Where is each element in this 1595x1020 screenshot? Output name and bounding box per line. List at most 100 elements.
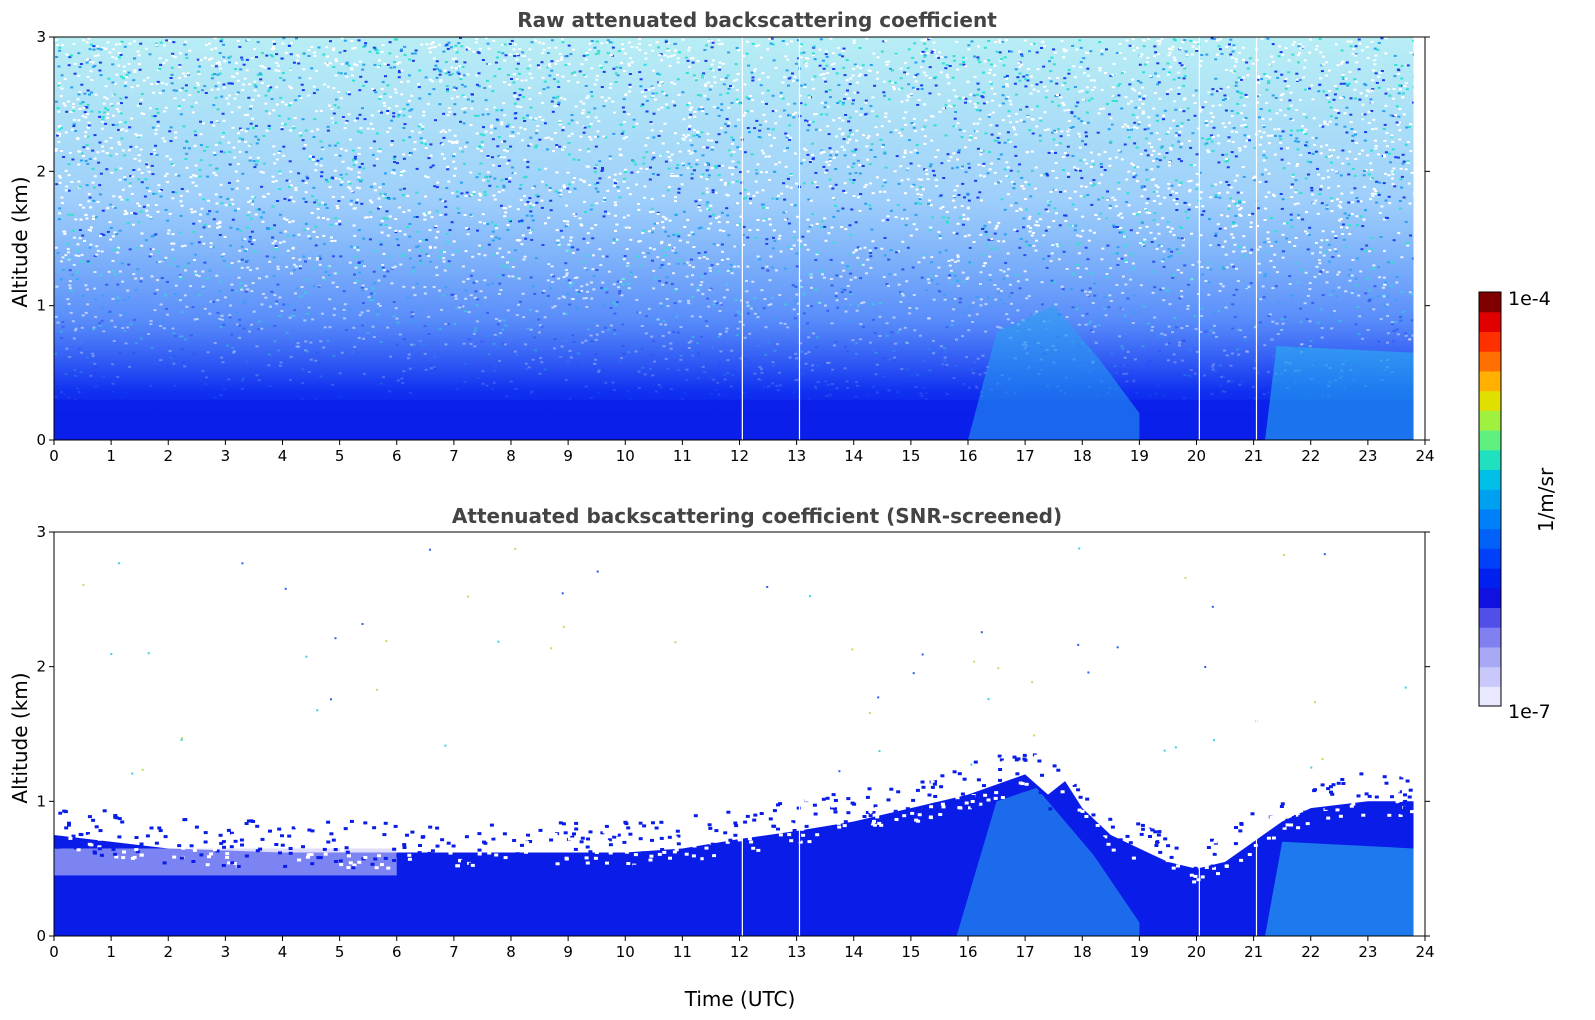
noise-cell [1001, 303, 1005, 305]
noise-cell [618, 292, 621, 295]
noise-cell [216, 299, 220, 302]
noise-cell [751, 76, 755, 79]
noise-cell [762, 219, 766, 222]
noise-cell [579, 135, 583, 138]
noise-cell [360, 311, 364, 314]
noise-cell [1397, 69, 1401, 72]
noise-cell [682, 164, 685, 167]
noise-cell [923, 55, 927, 58]
noise-cell [843, 182, 847, 185]
noise-cell [661, 249, 665, 252]
noise-cell [149, 253, 153, 256]
noise-cell [743, 336, 747, 339]
noise-cell [1026, 115, 1030, 118]
noise-cell [1107, 113, 1111, 116]
noise-cell [80, 152, 84, 155]
noise-cell [771, 361, 775, 364]
noise-cell [606, 52, 610, 55]
noise-cell [93, 298, 97, 301]
noise-cell [372, 140, 376, 143]
noise-cell [453, 322, 457, 325]
noise-cell [463, 61, 467, 64]
noise-cell [386, 84, 390, 87]
noise-cell [846, 141, 850, 144]
noise-cell [184, 53, 188, 56]
noise-cell [627, 41, 631, 44]
noise-cell [561, 148, 565, 151]
noise-cell [1402, 160, 1406, 163]
noise-cell [1308, 87, 1311, 90]
noise-cell [1361, 225, 1365, 228]
noise-cell [326, 180, 330, 183]
noise-cell [703, 371, 707, 374]
noise-cell [1256, 225, 1260, 227]
noise-cell [235, 72, 239, 75]
noise-cell [442, 260, 446, 263]
noise-cell [1269, 259, 1273, 262]
noise-cell [866, 137, 870, 139]
noise-cell [826, 320, 830, 323]
noise-cell [1395, 275, 1399, 278]
noise-cell [642, 162, 646, 165]
noise-cell [1063, 50, 1067, 53]
noise-cell [165, 313, 169, 316]
noise-cell [78, 203, 82, 206]
noise-cell [326, 125, 330, 128]
noise-cell [77, 93, 81, 96]
noise-cell [1067, 176, 1071, 178]
noise-cell [740, 181, 744, 184]
noise-cell [926, 52, 929, 55]
noise-cell [1351, 201, 1354, 204]
noise-cell [319, 140, 323, 143]
noise-cell [88, 157, 92, 160]
noise-cell [827, 133, 831, 136]
noise-cell [937, 231, 941, 234]
noise-cell [514, 276, 518, 279]
noise-cell [1361, 103, 1365, 106]
noise-cell [800, 245, 804, 248]
noise-cell [665, 298, 669, 300]
noise-cell [575, 308, 579, 311]
noise-cell [334, 74, 338, 77]
noise-cell [166, 232, 170, 235]
noise-cell [204, 378, 207, 381]
noise-cell [1139, 153, 1143, 156]
noise-cell [859, 323, 863, 326]
noise-cell [790, 203, 794, 206]
noise-cell [1233, 70, 1237, 73]
noise-cell [523, 255, 527, 258]
noise-cell [1378, 181, 1381, 184]
noise-cell [531, 187, 535, 190]
noise-cell [922, 188, 925, 191]
noise-cell [803, 86, 807, 88]
noise-cell [527, 58, 531, 61]
noise-cell [1271, 60, 1275, 63]
noise-cell [501, 264, 505, 267]
noise-cell [129, 175, 133, 177]
noise-cell [995, 247, 999, 250]
noise-cell [800, 350, 804, 353]
noise-cell [678, 150, 682, 153]
noise-cell [882, 91, 886, 94]
noise-cell [841, 207, 845, 210]
noise-cell [735, 224, 739, 227]
noise-cell [771, 382, 775, 385]
noise-cell [420, 43, 424, 46]
noise-cell [129, 323, 133, 326]
noise-cell [240, 58, 244, 61]
noise-cell [1211, 116, 1215, 118]
noise-cell [1010, 292, 1014, 295]
noise-cell [832, 156, 836, 159]
noise-cell [278, 315, 282, 317]
noise-cell [742, 197, 746, 200]
noise-cell [105, 97, 109, 100]
noise-cell [1204, 39, 1208, 42]
noise-cell [370, 114, 374, 117]
noise-cell [1322, 90, 1326, 93]
noise-cell [446, 165, 450, 168]
noise-cell [848, 83, 852, 86]
noise-cell [77, 163, 81, 166]
noise-cell [670, 153, 674, 156]
noise-cell [726, 269, 730, 272]
noise-cell [876, 77, 879, 80]
